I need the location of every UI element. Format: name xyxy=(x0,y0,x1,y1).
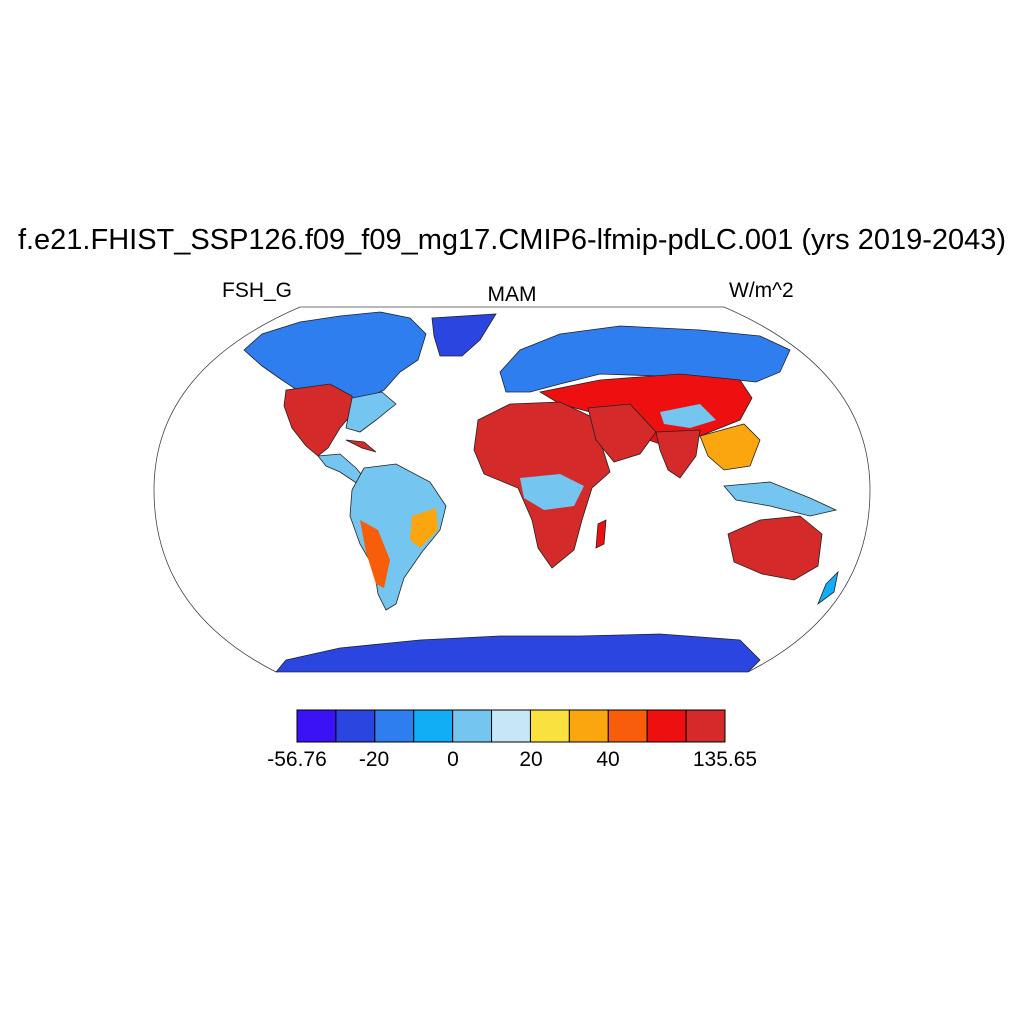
colorbar-swatch xyxy=(374,709,415,743)
south-america-east-region xyxy=(410,508,438,548)
landmass-greenland xyxy=(431,313,497,357)
landmass-eurasia-north xyxy=(499,325,791,393)
landmass-antarctica xyxy=(275,633,761,672)
colorbar-label-max: 135.65 xyxy=(692,748,758,771)
colorbar-swatch xyxy=(685,709,726,743)
landmass-new-zealand xyxy=(817,570,839,606)
colorbar-swatch xyxy=(413,709,454,743)
landmass-indonesia xyxy=(723,481,838,517)
tibet-region xyxy=(660,404,716,428)
units-label: W/m^2 xyxy=(729,279,794,302)
season-label: MAM xyxy=(487,283,537,306)
colorbar-swatch xyxy=(646,709,687,743)
variable-label: FSH_G xyxy=(222,279,293,302)
landmass-north-america-east xyxy=(345,391,397,433)
madagascar xyxy=(595,519,607,549)
colorbar-swatch xyxy=(335,709,376,743)
south-america-hot-region xyxy=(360,520,390,588)
landmass-south-america xyxy=(349,463,447,611)
africa-equatorial xyxy=(520,474,584,510)
landmass-arabia xyxy=(587,403,657,463)
colorbar-swatch xyxy=(529,709,570,743)
colorbar-label-neg20: -20 xyxy=(358,748,390,771)
colorbar-swatch xyxy=(296,709,337,743)
colorbar-label-min: -56.76 xyxy=(267,748,327,771)
landmass-india xyxy=(655,429,701,479)
colorbar-label-20: 20 xyxy=(519,748,543,771)
colorbar-swatch xyxy=(491,709,531,743)
colorbar-label-40: 40 xyxy=(596,748,620,771)
colorbar-swatch xyxy=(452,709,493,743)
colorbar-swatch xyxy=(568,709,609,743)
caribbean-islands xyxy=(345,439,377,453)
landmass-north-america-south xyxy=(283,383,353,457)
landmass-australia xyxy=(727,515,823,581)
landmass-southeast-asia xyxy=(699,423,761,471)
colorbar-swatch xyxy=(607,709,648,743)
landmass-central-asia xyxy=(538,373,753,445)
colorbar-label-0: 0 xyxy=(447,748,459,771)
landmass-north-america-north xyxy=(243,311,427,405)
plot-title: f.e21.FHIST_SSP126.f09_f09_mg17.CMIP6-lf… xyxy=(17,224,1007,256)
